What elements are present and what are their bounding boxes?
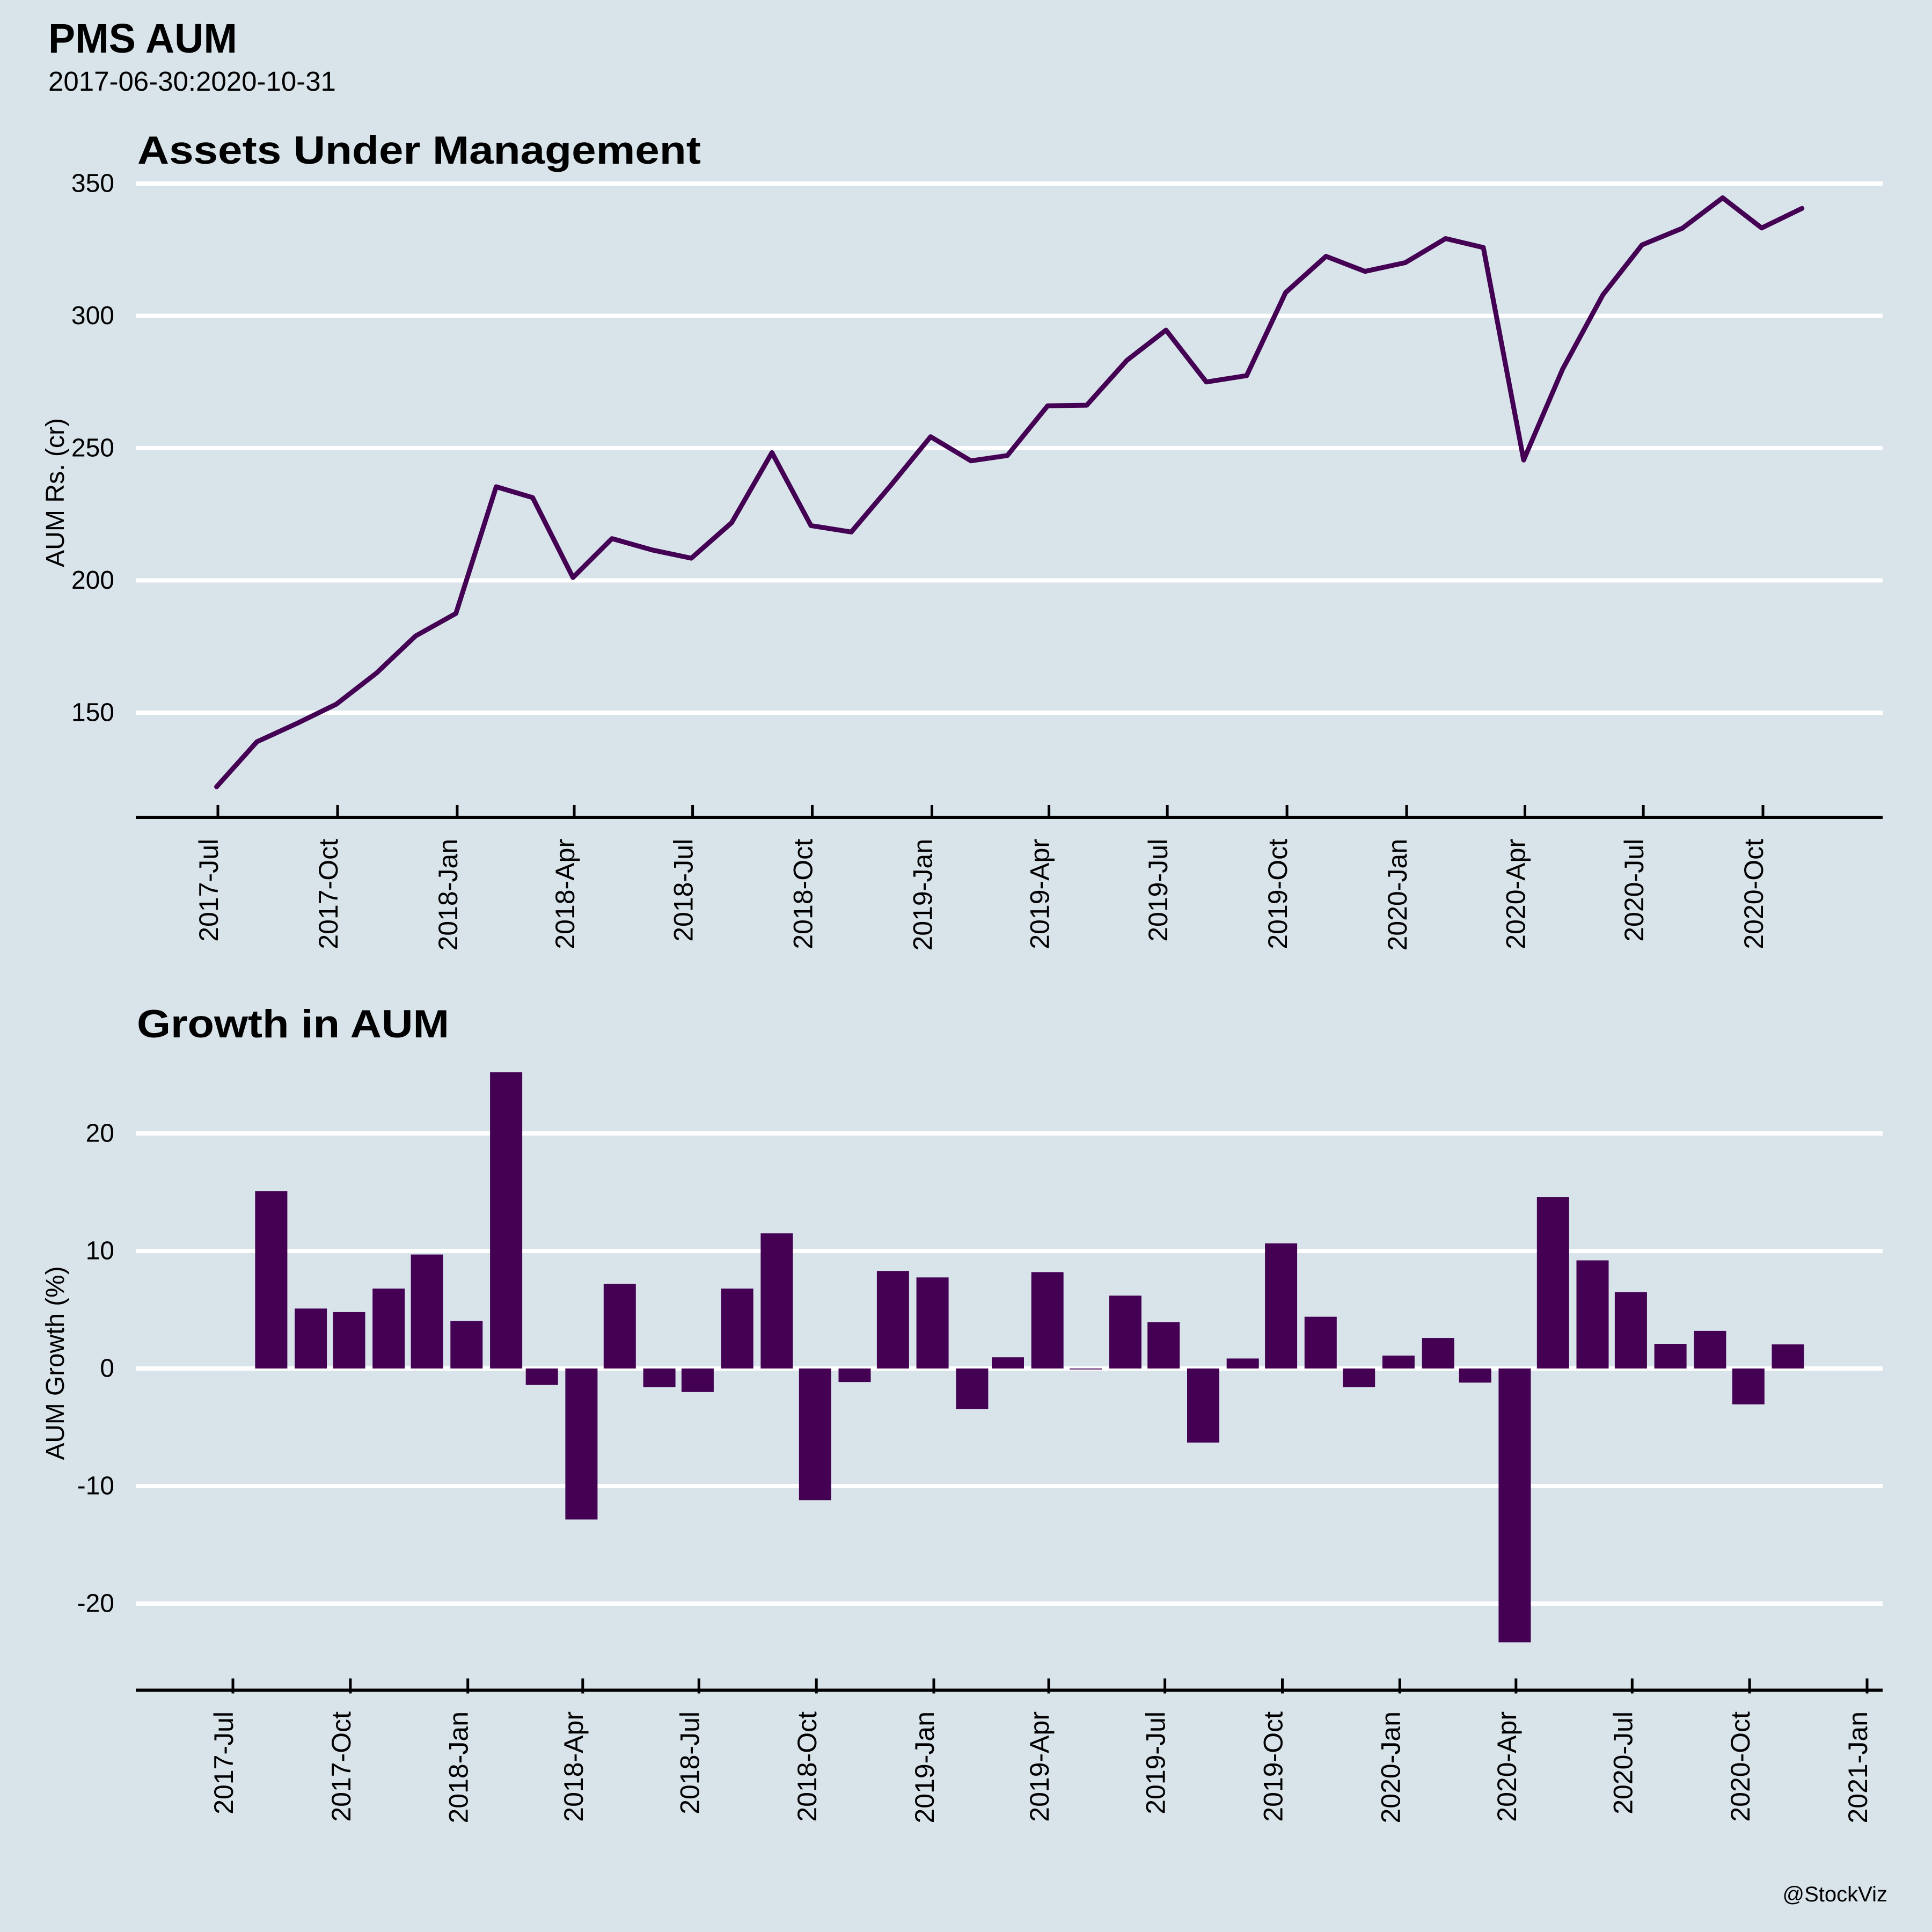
- svg-text:20: 20: [86, 1119, 114, 1148]
- svg-text:Assets Under Management: Assets Under Management: [137, 129, 701, 172]
- svg-text:-10: -10: [77, 1472, 114, 1501]
- svg-text:2019-Oct: 2019-Oct: [1258, 1711, 1289, 1822]
- svg-text:2019-Jul: 2019-Jul: [1141, 1711, 1171, 1814]
- svg-text:2019-Jan: 2019-Jan: [910, 1711, 940, 1824]
- svg-text:0: 0: [100, 1355, 114, 1383]
- svg-text:2018-Oct: 2018-Oct: [792, 1711, 822, 1822]
- svg-text:10: 10: [86, 1237, 114, 1265]
- svg-text:2020-Jul: 2020-Jul: [1608, 1711, 1638, 1814]
- svg-text:2018-Jan: 2018-Jan: [444, 1711, 474, 1824]
- svg-text:-20: -20: [77, 1590, 114, 1618]
- svg-text:200: 200: [71, 566, 114, 595]
- svg-text:2020-Apr: 2020-Apr: [1501, 839, 1531, 949]
- svg-text:AUM Rs. (cr): AUM Rs. (cr): [41, 418, 70, 567]
- svg-text:300: 300: [71, 302, 114, 330]
- svg-text:2019-Oct: 2019-Oct: [1263, 839, 1293, 949]
- svg-text:2019-Jan: 2019-Jan: [908, 839, 938, 951]
- svg-text:2017-Oct: 2017-Oct: [326, 1711, 356, 1822]
- svg-text:150: 150: [71, 699, 114, 727]
- svg-text:Growth in AUM: Growth in AUM: [137, 1002, 449, 1046]
- svg-text:2017-Jul: 2017-Jul: [209, 1711, 239, 1814]
- svg-text:2018-Apr: 2018-Apr: [550, 839, 580, 949]
- svg-text:2020-Jan: 2020-Jan: [1375, 1711, 1406, 1824]
- svg-text:2020-Apr: 2020-Apr: [1492, 1711, 1522, 1822]
- svg-text:350: 350: [71, 170, 114, 198]
- svg-text:2017-Oct: 2017-Oct: [313, 839, 343, 949]
- svg-text:2017-06-30:2020-10-31: 2017-06-30:2020-10-31: [48, 66, 336, 97]
- svg-text:2018-Jul: 2018-Jul: [669, 839, 699, 942]
- svg-text:250: 250: [71, 434, 114, 463]
- svg-text:@StockViz: @StockViz: [1783, 1883, 1888, 1906]
- svg-text:2020-Oct: 2020-Oct: [1725, 1711, 1755, 1822]
- svg-text:2019-Jul: 2019-Jul: [1143, 839, 1173, 942]
- svg-text:2017-Jul: 2017-Jul: [194, 839, 224, 942]
- svg-text:PMS AUM: PMS AUM: [48, 16, 237, 62]
- svg-text:AUM Growth (%): AUM Growth (%): [41, 1267, 70, 1460]
- svg-text:2021-Jan: 2021-Jan: [1843, 1711, 1873, 1824]
- svg-text:2019-Apr: 2019-Apr: [1024, 1711, 1055, 1822]
- svg-text:2018-Oct: 2018-Oct: [788, 839, 818, 949]
- svg-text:2020-Jan: 2020-Jan: [1382, 839, 1413, 951]
- svg-text:2019-Apr: 2019-Apr: [1025, 839, 1055, 949]
- svg-text:2018-Jan: 2018-Jan: [433, 839, 463, 951]
- svg-text:2020-Oct: 2020-Oct: [1739, 839, 1769, 949]
- svg-text:2020-Jul: 2020-Jul: [1619, 839, 1649, 942]
- svg-text:2018-Apr: 2018-Apr: [559, 1711, 589, 1822]
- svg-text:2018-Jul: 2018-Jul: [675, 1711, 705, 1814]
